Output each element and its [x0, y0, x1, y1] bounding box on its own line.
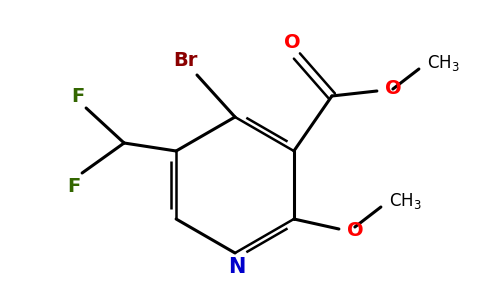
Text: CH$_3$: CH$_3$ — [389, 191, 422, 211]
Text: O: O — [347, 221, 363, 241]
Text: Br: Br — [173, 52, 197, 70]
Text: F: F — [67, 178, 81, 196]
Text: F: F — [72, 86, 85, 106]
Text: O: O — [385, 80, 402, 98]
Text: N: N — [228, 257, 246, 277]
Text: CH$_3$: CH$_3$ — [427, 53, 460, 73]
Text: O: O — [284, 32, 300, 52]
